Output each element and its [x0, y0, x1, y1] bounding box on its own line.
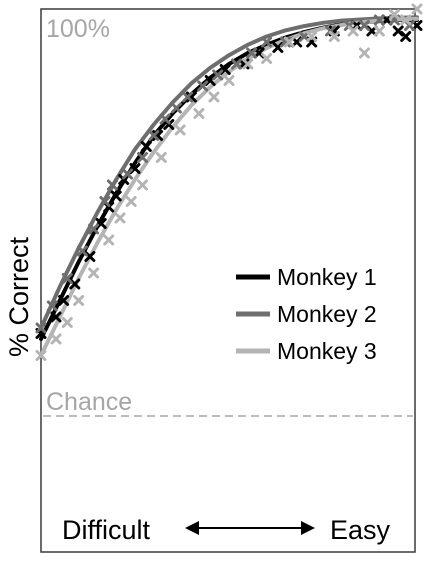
- data-point-monkey-3-18: [328, 31, 340, 42]
- plot-frame: [40, 8, 416, 553]
- data-point-monkey-2-22: [358, 20, 370, 31]
- data-point-monkey-3-5: [103, 234, 115, 246]
- x-axis-left-label: Difficult: [62, 515, 151, 545]
- top-label-100-percent: 100%: [46, 15, 110, 43]
- data-point-monkey-2-9: [148, 130, 160, 141]
- data-point-monkey-3-1: [50, 333, 62, 345]
- data-point-monkey-2-6: [106, 179, 118, 191]
- chance-label: Chance: [46, 388, 132, 416]
- data-point-monkey-3-21: [373, 25, 385, 37]
- data-point-monkey-1-2: [58, 295, 70, 306]
- data-point-monkey-3-16: [283, 36, 295, 48]
- data-point-monkey-2-15: [231, 58, 242, 70]
- data-point-monkey-2-0: [35, 322, 47, 334]
- data-point-monkey-2-16: [246, 47, 258, 59]
- data-point-monkey-2-4: [88, 223, 100, 235]
- data-point-monkey-3-12: [208, 91, 220, 103]
- data-point-monkey-3-3: [73, 295, 85, 306]
- data-point-monkey-2-17: [261, 36, 273, 48]
- data-point-monkey-3-14: [242, 58, 254, 70]
- data-point-monkey-3-4: [88, 267, 100, 279]
- data-point-monkey-2-19: [298, 31, 310, 42]
- data-point-monkey-3-13: [223, 75, 235, 86]
- data-point-monkey-3-11: [193, 108, 205, 119]
- data-point-monkey-3-23: [400, 14, 412, 26]
- data-point-monkey-3-22: [388, 9, 400, 20]
- data-point-monkey-3-24: [411, 3, 423, 15]
- legend-label-monkey-3: Monkey 3: [277, 338, 377, 364]
- data-point-monkey-1-7: [110, 190, 122, 202]
- data-point-monkey-2-11: [170, 102, 182, 114]
- legend-label-monkey-2: Monkey 2: [277, 301, 377, 327]
- data-point-monkey-2-14: [212, 69, 224, 81]
- data-point-monkey-3-7: [125, 196, 137, 207]
- data-points: [35, 3, 423, 361]
- data-point-monkey-2-8: [137, 152, 148, 163]
- data-point-monkey-1-26: [400, 31, 412, 42]
- data-point-monkey-3-17: [306, 31, 318, 42]
- y-axis-label: % Correct: [4, 236, 34, 357]
- data-point-monkey-2-5: [99, 196, 111, 207]
- data-point-monkey-1-1: [50, 311, 62, 323]
- data-point-monkey-2-1: [46, 300, 58, 312]
- data-point-monkey-3-8: [137, 179, 148, 191]
- data-point-monkey-2-23: [373, 14, 385, 26]
- data-point-monkey-2-12: [182, 91, 194, 103]
- data-point-monkey-2-3: [76, 245, 88, 257]
- legend: Monkey 1 Monkey 2 Monkey 3: [236, 264, 377, 364]
- data-point-monkey-3-10: [174, 124, 186, 136]
- data-point-monkey-2-7: [122, 168, 133, 180]
- data-point-monkey-3-19: [347, 25, 359, 37]
- arrow-left-icon: [185, 521, 199, 535]
- data-point-monkey-3-6: [114, 212, 126, 224]
- data-point-monkey-3-20: [358, 47, 370, 59]
- data-point-monkey-3-2: [61, 317, 73, 328]
- data-point-monkey-1-10: [140, 141, 152, 152]
- legend-label-monkey-1: Monkey 1: [277, 264, 377, 290]
- data-point-monkey-3-0: [35, 350, 47, 361]
- data-point-monkey-2-13: [197, 80, 209, 92]
- data-point-monkey-3-15: [261, 53, 273, 64]
- x-axis-right-label: Easy: [330, 515, 391, 545]
- data-point-monkey-1-27: [411, 20, 423, 31]
- data-point-monkey-2-2: [61, 273, 73, 284]
- data-point-monkey-3-9: [155, 152, 167, 163]
- arrow-right-icon: [301, 521, 315, 535]
- data-point-monkey-2-10: [159, 113, 171, 125]
- difficulty-double-arrow: [185, 521, 315, 535]
